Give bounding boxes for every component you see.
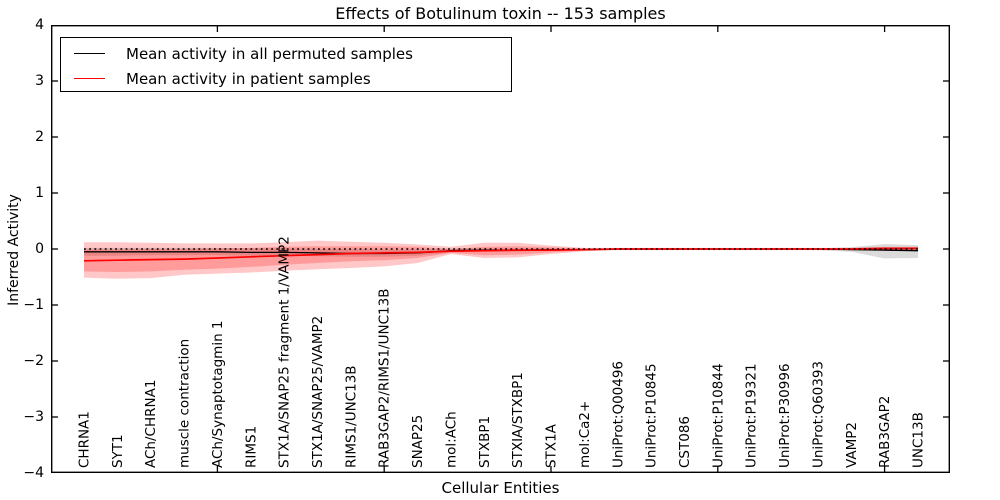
x-tick-label: UniProt:P30996: [777, 363, 793, 468]
chart-canvas: CHRNA1 SYT1 ACh/CHRNA1 muscle contraction AC…: [51, 25, 950, 473]
y-tick-label: 0: [35, 241, 44, 257]
y-tick-label: −1: [23, 297, 44, 313]
patient-line-swatch: [74, 78, 105, 79]
x-tick-label: muscle contraction: [177, 339, 193, 468]
x-tick-label: VAMP2: [844, 422, 860, 468]
legend-label: Mean activity in patient samples: [126, 69, 371, 88]
x-tick-label: UniProt:Q00496: [610, 361, 626, 468]
legend-item-patient: Mean activity in patient samples: [74, 66, 511, 91]
legend-label: Mean activity in all permuted samples: [126, 44, 413, 63]
x-tick-label: CHRNA1: [77, 411, 93, 468]
x-tick-label: STX1A/SNAP25/VAMP2: [310, 316, 326, 468]
x-tick-label: SNAP25: [410, 415, 426, 468]
x-tick-label: RIMS1: [243, 426, 259, 468]
x-tick-label: ACh/CHRNA1: [143, 380, 159, 468]
legend-item-permuted: Mean activity in all permuted samples: [74, 41, 511, 66]
x-tick-label: UniProt:P19321: [744, 363, 760, 468]
x-tick-label: STXBP1: [477, 416, 493, 468]
y-tick-label: 3: [35, 73, 44, 89]
x-tick-label: mol:Ca2+: [577, 401, 593, 468]
x-tick-label: STX1A: [544, 423, 560, 468]
y-tick-label: 2: [35, 129, 44, 145]
x-tick-label: UniProt:P10844: [710, 363, 726, 468]
x-tick-label: UNC13B: [911, 412, 927, 468]
axes-spines: [51, 25, 950, 473]
x-tick-label: RIMS1/UNC13B: [343, 365, 359, 468]
x-tick-label: CST086: [677, 416, 693, 468]
y-tick-label: −2: [23, 353, 44, 369]
patient-outer-band: [84, 240, 918, 279]
x-axis-label: Cellular Entities: [441, 479, 560, 497]
patient-mean-line: [83, 247, 918, 262]
x-tick-label: SYT1: [110, 434, 126, 468]
plot-area: CHRNA1 SYT1 ACh/CHRNA1 muscle contraction AC…: [51, 25, 950, 473]
chart-title: Effects of Botulinum toxin -- 153 sample…: [335, 4, 666, 23]
confidence-bands: [84, 240, 918, 279]
y-tick-label: 1: [35, 185, 44, 201]
x-tick-label: RAB3GAP2: [877, 396, 893, 468]
y-tick-label: 4: [35, 17, 44, 33]
legend: Mean activity in all permuted samples Me…: [60, 37, 512, 92]
x-tick-label: ACh/Synaptotagmin 1: [210, 320, 226, 468]
x-tick-label: STXIA/STXBP1: [510, 372, 526, 468]
y-tick-label: −3: [23, 409, 44, 425]
series-lines: [83, 247, 919, 262]
permuted-line-swatch: [74, 53, 105, 54]
x-tick-labels: CHRNA1 SYT1 ACh/CHRNA1 muscle contraction AC…: [77, 236, 927, 468]
x-tick-label: STX1A/SNAP25 fragment 1/VAMP2: [277, 236, 293, 468]
x-tick-label: UniProt:P10845: [644, 363, 660, 468]
x-tick-label: mol:ACh: [444, 411, 460, 468]
y-tick-label: −4: [23, 465, 44, 481]
x-tick-label: RAB3GAP2/RIMS1/UNC13B: [377, 289, 393, 468]
x-tick-label: UniProt:Q60393: [810, 361, 826, 468]
